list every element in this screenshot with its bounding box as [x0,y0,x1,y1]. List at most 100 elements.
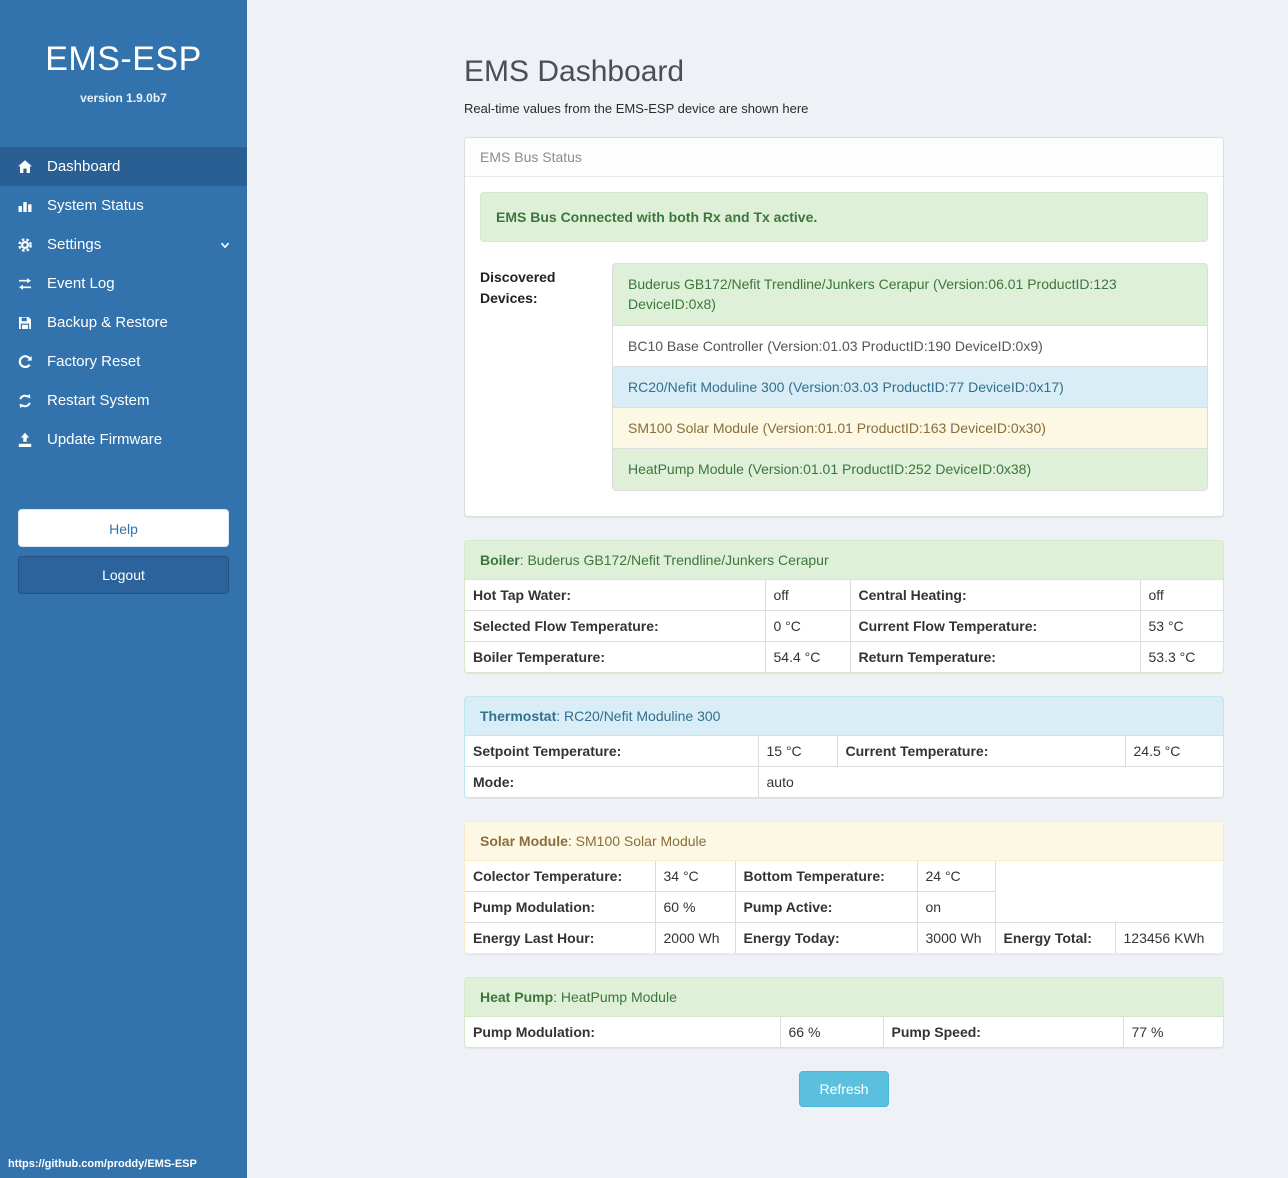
heat-pump-panel: Heat Pump: HeatPump Module Pump Modulati… [464,976,1224,1048]
field-value: 54.4 °C [764,640,851,672]
heat-pump-panel-desc: : HeatPump Module [553,988,677,1005]
sidebar-item-factory-reset[interactable]: Factory Reset [0,342,247,381]
solar-panel-header: Solar Module: SM100 Solar Module [465,821,1223,861]
sidebar-item-label: Event Log [47,275,115,292]
sidebar-item-label: Factory Reset [47,353,141,370]
field-value: off [764,579,851,611]
field-label: Pump Modulation: [465,1016,781,1047]
heat-pump-panel-header: Heat Pump: HeatPump Module [465,977,1223,1017]
sidebar-item-system-status[interactable]: System Status [0,186,247,225]
field-value: 15 °C [757,735,838,767]
field-value: 3000 Wh [916,921,996,953]
sidebar-item-update-firmware[interactable]: Update Firmware [0,420,247,459]
sidebar-item-settings[interactable]: Settings [0,225,247,264]
field-value: 53 °C [1139,609,1223,642]
field-value: 24 °C [916,860,996,892]
sidebar-item-label: Update Firmware [47,431,163,448]
thermostat-table: Setpoint Temperature: 15 °C Current Temp… [465,735,1223,797]
page-title: EMS Dashboard [464,55,685,88]
field-label: Colector Temperature: [465,860,656,892]
sidebar-nav: Dashboard System Status Settings Event L… [0,147,247,459]
sidebar-item-label: Backup & Restore [47,314,168,331]
save-floppy-icon [16,315,34,331]
field-label: Return Temperature: [849,640,1141,672]
field-value: 66 % [779,1016,884,1047]
sidebar-item-dashboard[interactable]: Dashboard [0,147,247,186]
help-button[interactable]: Help [18,509,229,547]
solar-module-panel: Solar Module: SM100 Solar Module Colecto… [464,820,1224,954]
ems-bus-status-panel: EMS Bus Status EMS Bus Connected with bo… [464,137,1224,517]
sidebar-item-label: Restart System [47,392,150,409]
field-label: Energy Today: [734,921,918,953]
logout-button[interactable]: Logout [18,556,229,594]
device-list-item: HeatPump Module (Version:01.01 ProductID… [612,448,1208,491]
gear-icon [16,237,34,253]
table-row: Selected Flow Temperature: 0 °C Current … [465,609,1223,642]
field-label: Energy Last Hour: [465,921,656,953]
reset-arrow-icon [16,354,34,370]
page-subtitle: Real-time values from the EMS-ESP device… [464,101,809,116]
thermostat-panel-title: Thermostat [480,707,557,724]
thermostat-panel-header: Thermostat: RC20/Nefit Moduline 300 [465,696,1223,736]
field-label: Current Temperature: [836,735,1126,767]
app-version: version 1.9.0b7 [80,91,167,105]
sidebar-buttons: Help Logout [0,509,247,594]
ems-bus-status-body: EMS Bus Connected with both Rx and Tx ac… [465,177,1223,516]
chevron-down-icon [219,239,231,251]
restart-arrows-icon [16,393,34,409]
boiler-table: Hot Tap Water: off Central Heating: off … [465,579,1223,672]
field-value: 0 °C [764,609,851,642]
device-list-item: BC10 Base Controller (Version:01.03 Prod… [612,324,1208,367]
field-label: Selected Flow Temperature: [465,609,766,642]
table-row: Pump Modulation: 66 % Pump Speed: 77 % [465,1016,1223,1047]
solar-panel-desc: : SM100 Solar Module [567,832,707,849]
field-value: auto [757,765,1223,797]
boiler-panel-header: Boiler: Buderus GB172/Nefit Trendline/Ju… [465,540,1223,580]
thermostat-panel: Thermostat: RC20/Nefit Moduline 300 Setp… [464,695,1224,798]
field-label: Hot Tap Water: [465,579,766,611]
device-list-item: RC20/Nefit Moduline 300 (Version:03.03 P… [612,365,1208,409]
discovered-devices-row: Discovered Devices: Buderus GB172/Nefit … [480,263,1208,491]
field-label: Bottom Temperature: [734,860,918,892]
field-label: Pump Active: [734,890,918,923]
field-label: Mode: [465,765,759,797]
home-icon [16,159,34,175]
field-label: Energy Total: [994,921,1116,953]
table-row: Boiler Temperature: 54.4 °C Return Tempe… [465,640,1223,672]
refresh-button[interactable]: Refresh [799,1070,889,1107]
field-value: 77 % [1122,1016,1223,1047]
field-label: Current Flow Temperature: [849,609,1141,642]
field-value: 24.5 °C [1124,735,1223,767]
refresh-area: Refresh [464,1070,1224,1147]
field-label: Pump Speed: [882,1016,1124,1047]
solar-table: Colector Temperature: 34 °C Bottom Tempe… [465,860,1223,953]
sidebar-item-label: System Status [47,197,144,214]
field-label: Setpoint Temperature: [465,735,759,767]
device-list-item: SM100 Solar Module (Version:01.01 Produc… [612,407,1208,450]
sidebar: EMS-ESP version 1.9.0b7 Dashboard System… [0,0,247,1178]
github-link[interactable]: https://github.com/proddy/EMS-ESP [8,1158,197,1170]
boiler-panel-desc: : Buderus GB172/Nefit Trendline/Junkers … [519,551,829,568]
sidebar-item-backup-restore[interactable]: Backup & Restore [0,303,247,342]
field-label: Central Heating: [849,579,1141,611]
field-label: Pump Modulation: [465,890,656,923]
sidebar-item-event-log[interactable]: Event Log [0,264,247,303]
device-list-item: Buderus GB172/Nefit Trendline/Junkers Ce… [612,263,1208,326]
device-list: Buderus GB172/Nefit Trendline/Junkers Ce… [612,263,1208,491]
sidebar-item-restart-system[interactable]: Restart System [0,381,247,420]
table-row: Mode: auto [465,765,1223,797]
empty-cell [995,860,1223,892]
table-row: Pump Modulation: 60 % Pump Active: on [465,890,1223,923]
boiler-panel-title: Boiler [480,551,520,568]
heat-pump-table: Pump Modulation: 66 % Pump Speed: 77 % [465,1016,1223,1047]
bar-chart-icon [16,198,34,214]
sidebar-item-label: Dashboard [47,158,121,175]
app-brand: EMS-ESP [45,40,202,78]
empty-cell [995,891,1223,923]
field-value: 2000 Wh [654,921,736,953]
heat-pump-panel-title: Heat Pump [480,988,554,1005]
main-content: EMS Dashboard Real-time values from the … [464,0,1224,1147]
exchange-arrows-icon [16,276,34,292]
table-row: Setpoint Temperature: 15 °C Current Temp… [465,735,1223,767]
bus-connected-alert: EMS Bus Connected with both Rx and Tx ac… [480,192,1208,242]
